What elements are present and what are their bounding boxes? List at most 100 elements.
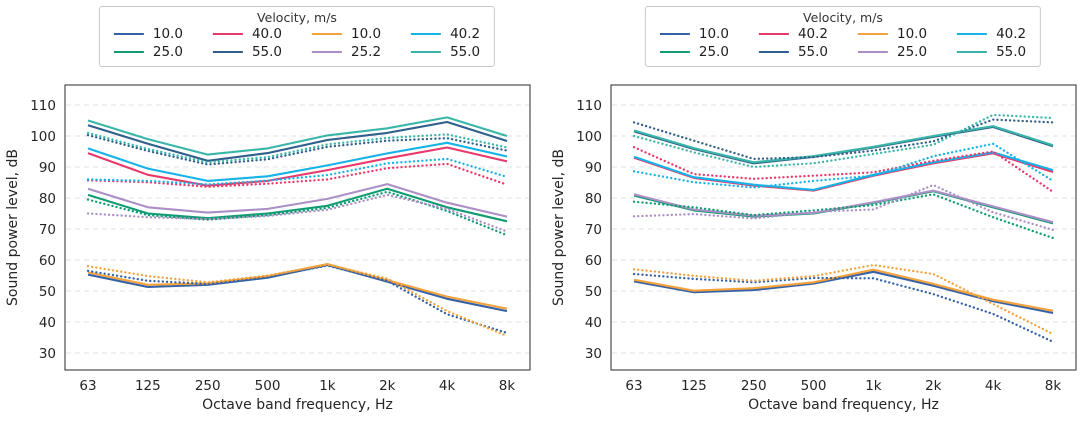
series-dotted-v25_0-A [632, 193, 1055, 240]
series-solid-v55_0-B [633, 125, 1054, 164]
series-solid-v55_0-A [87, 120, 508, 162]
legend-line-swatch [113, 33, 144, 35]
y-tick-label: 90 [585, 160, 602, 176]
x-tick-label: 2k [379, 378, 396, 394]
legend-item: 40.0 [212, 26, 282, 42]
legend-line-swatch [312, 33, 342, 35]
legend-item: 25.0 [858, 44, 927, 60]
series-solid-v10_0-B [87, 262, 508, 310]
y-tick-label: 40 [585, 315, 602, 331]
y-tick-label: 40 [39, 315, 56, 331]
y-tick-label: 60 [585, 253, 602, 269]
series-dotted-v55_0-B [632, 113, 1055, 169]
legend-item: 55.0 [758, 44, 828, 60]
y-tick-label: 110 [576, 98, 602, 114]
series-solid-v10_0-B [633, 268, 1054, 312]
chart-panel-left: Velocity, m/s 10.0 40.0 10.0 40.2 25.0 55.0 25… [5, 6, 531, 413]
series-dotted-v40_2-B [86, 157, 509, 186]
y-tick-label: 100 [576, 129, 602, 145]
y-tick-label: 100 [30, 129, 56, 145]
x-tick-label: 125 [681, 378, 707, 394]
legend-item: 55.0 [957, 44, 1026, 60]
x-tick-label: 1k [319, 378, 336, 394]
series-dotted-v10_0-B [86, 263, 509, 338]
x-tick-label: 8k [499, 378, 516, 394]
legend-title: Velocity, m/s [257, 10, 337, 25]
legend-line-swatch [957, 33, 988, 35]
plot-border [64, 84, 531, 371]
y-tick-label: 30 [585, 346, 602, 362]
legend-label: 10.0 [351, 26, 382, 42]
x-tick-label: 250 [195, 378, 221, 394]
legend-label: 10.0 [897, 26, 928, 42]
series-dotted-v25_0-A [86, 190, 509, 237]
y-tick-label: 30 [39, 346, 56, 362]
legend-label: 40.2 [797, 26, 828, 42]
legend-line-swatch [858, 51, 888, 53]
legend-box: Velocity, m/s 10.0 40.0 10.0 40.2 25.0 55.0 25… [98, 6, 496, 67]
legend-label: 40.2 [450, 26, 481, 42]
x-tick-label: 500 [255, 378, 281, 394]
legend-line-swatch [411, 33, 442, 35]
legend-line-swatch [113, 51, 144, 53]
legend-line-swatch [758, 33, 789, 35]
legend-label: 55.0 [797, 44, 828, 60]
x-axis-label: Octave band frequency, Hz [748, 397, 939, 413]
legend-label: 55.0 [450, 44, 481, 60]
series-dotted-v25_0-B [632, 183, 1055, 232]
plot-border [610, 84, 1077, 371]
y-tick-label: 50 [39, 284, 56, 300]
legend-item: 40.2 [957, 26, 1026, 42]
series-dotted-v40_2-A [632, 146, 1055, 193]
legend-label: 40.2 [996, 26, 1027, 42]
line-chart-left: 30 40 50 60 70 80 90 100 110 63 125 250 500 1k 2k 4k 8k O… [5, 84, 531, 413]
legend-line-swatch [758, 51, 789, 53]
legend-label: 10.0 [698, 26, 729, 42]
series-solid-v55_0-B [87, 116, 508, 156]
legend-label: 40.0 [251, 26, 282, 42]
x-tick-label: 8k [1045, 378, 1062, 394]
line-chart-right: 30 40 50 60 70 80 90 100 110 63 125 250 500 1k 2k 4k 8k O… [551, 84, 1077, 413]
legend-item: 10.0 [312, 26, 381, 42]
series-solid-v40_2-B [87, 141, 508, 182]
legend-items: 10.0 40.2 10.0 40.2 25.0 55.0 25.0 55.0 [659, 26, 1026, 60]
chart-panel-right: Velocity, m/s 10.0 40.2 10.0 40.2 25.0 55.0 25… [546, 0, 1092, 423]
legend-label: 55.0 [996, 44, 1027, 60]
y-tick-label: 70 [585, 222, 602, 238]
y-axis-label: Sound power level, dB [5, 149, 21, 306]
series-dotted-v10_0-B [632, 263, 1055, 336]
legend-line-swatch [312, 51, 342, 53]
x-tick-label: 63 [625, 378, 642, 394]
legend-title: Velocity, m/s [803, 10, 883, 25]
y-tick-label: 70 [39, 222, 56, 238]
legend-item: 25.2 [312, 44, 381, 60]
legend-item: 10.0 [858, 26, 927, 42]
y-tick-label: 80 [39, 191, 56, 207]
series-solid-v40_0-A [87, 146, 508, 187]
legend-line-swatch [858, 33, 888, 35]
legend-line-swatch [659, 51, 690, 53]
legend-box: Velocity, m/s 10.0 40.2 10.0 40.2 25.0 55.0 25… [644, 6, 1042, 67]
x-tick-label: 4k [985, 378, 1002, 394]
series-dotted-v10_0-A [86, 264, 509, 335]
x-tick-label: 125 [135, 378, 161, 394]
legend-line-swatch [212, 51, 243, 53]
series-dotted-v10_0-A [632, 272, 1055, 343]
x-tick-label: 4k [439, 378, 456, 394]
legend-item: 25.0 [113, 44, 183, 60]
series-dotted-v40_0-A [86, 162, 509, 188]
y-tick-label: 50 [585, 284, 602, 300]
x-tick-label: 2k [925, 378, 942, 394]
series-dotted-v40_2-B [632, 142, 1055, 189]
y-tick-label: 110 [30, 98, 56, 114]
x-tick-label: 250 [741, 378, 767, 394]
legend-label: 25.0 [698, 44, 729, 60]
x-tick-label: 63 [79, 378, 96, 394]
legend-label: 25.0 [897, 44, 928, 60]
series-dotted-v55_0-A [632, 118, 1055, 161]
legend-item: 40.2 [758, 26, 828, 42]
y-tick-label: 90 [39, 160, 56, 176]
legend-line-swatch [212, 33, 243, 35]
x-axis-label: Octave band frequency, Hz [202, 397, 393, 413]
